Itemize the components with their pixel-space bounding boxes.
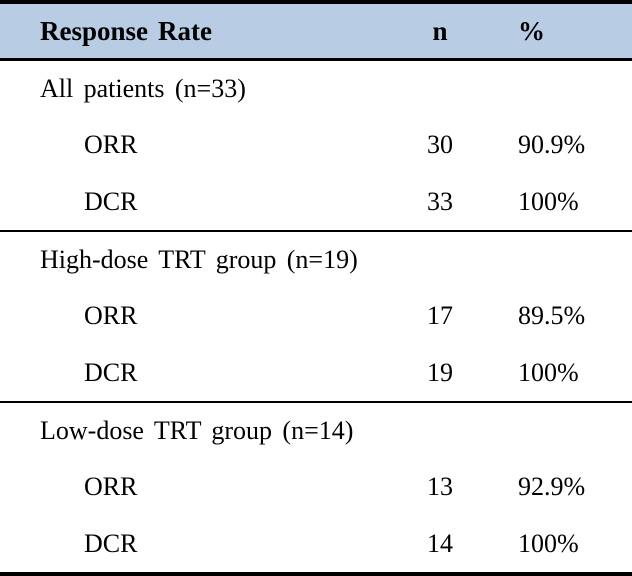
metric-n: 19 [427,357,453,387]
metric-label: ORR [84,472,138,502]
metric-label: DCR [84,357,138,387]
header-percent: % [490,2,632,61]
metric-row-orr: ORR 13 92.9% [0,459,632,515]
metric-row-orr: ORR 30 90.9% [0,117,632,173]
group-row-all-patients: All patients (n=33) [0,60,632,118]
empty-cell [490,229,632,289]
empty-cell [390,60,490,118]
metric-label: DCR [84,528,138,558]
header-response-rate: Response Rate [0,2,390,61]
group-label: Low-dose TRT group (n=14) [0,400,390,460]
metric-n: 14 [427,528,453,558]
group-label: All patients (n=33) [40,74,246,104]
metric-n: 17 [427,301,453,331]
metric-label: ORR [84,130,138,160]
metric-n: 30 [427,130,453,160]
metric-n: 33 [427,186,453,216]
empty-cell [390,400,490,460]
header-n: n [390,2,490,61]
empty-cell [490,60,632,118]
header-row: Response Rate n % [0,2,632,61]
metric-percent: 100% [518,357,579,387]
metric-label: DCR [84,186,138,216]
group-row-low-dose: Low-dose TRT group (n=14) [0,400,632,460]
empty-cell [390,229,490,289]
metric-n: 13 [427,472,453,502]
metric-label: ORR [84,301,138,331]
metric-row-dcr: DCR 33 100% [0,174,632,231]
empty-cell [490,400,632,460]
metric-row-dcr: DCR 14 100% [0,516,632,574]
group-label: High-dose TRT group (n=19) [0,229,390,289]
metric-percent: 89.5% [518,301,586,331]
metric-row-dcr: DCR 19 100% [0,345,632,402]
metric-percent: 100% [518,528,579,558]
metric-percent: 90.9% [518,130,586,160]
group-row-high-dose: High-dose TRT group (n=19) [0,229,632,289]
metric-percent: 100% [518,186,579,216]
metric-percent: 92.9% [518,472,586,502]
metric-row-orr: ORR 17 89.5% [0,288,632,344]
